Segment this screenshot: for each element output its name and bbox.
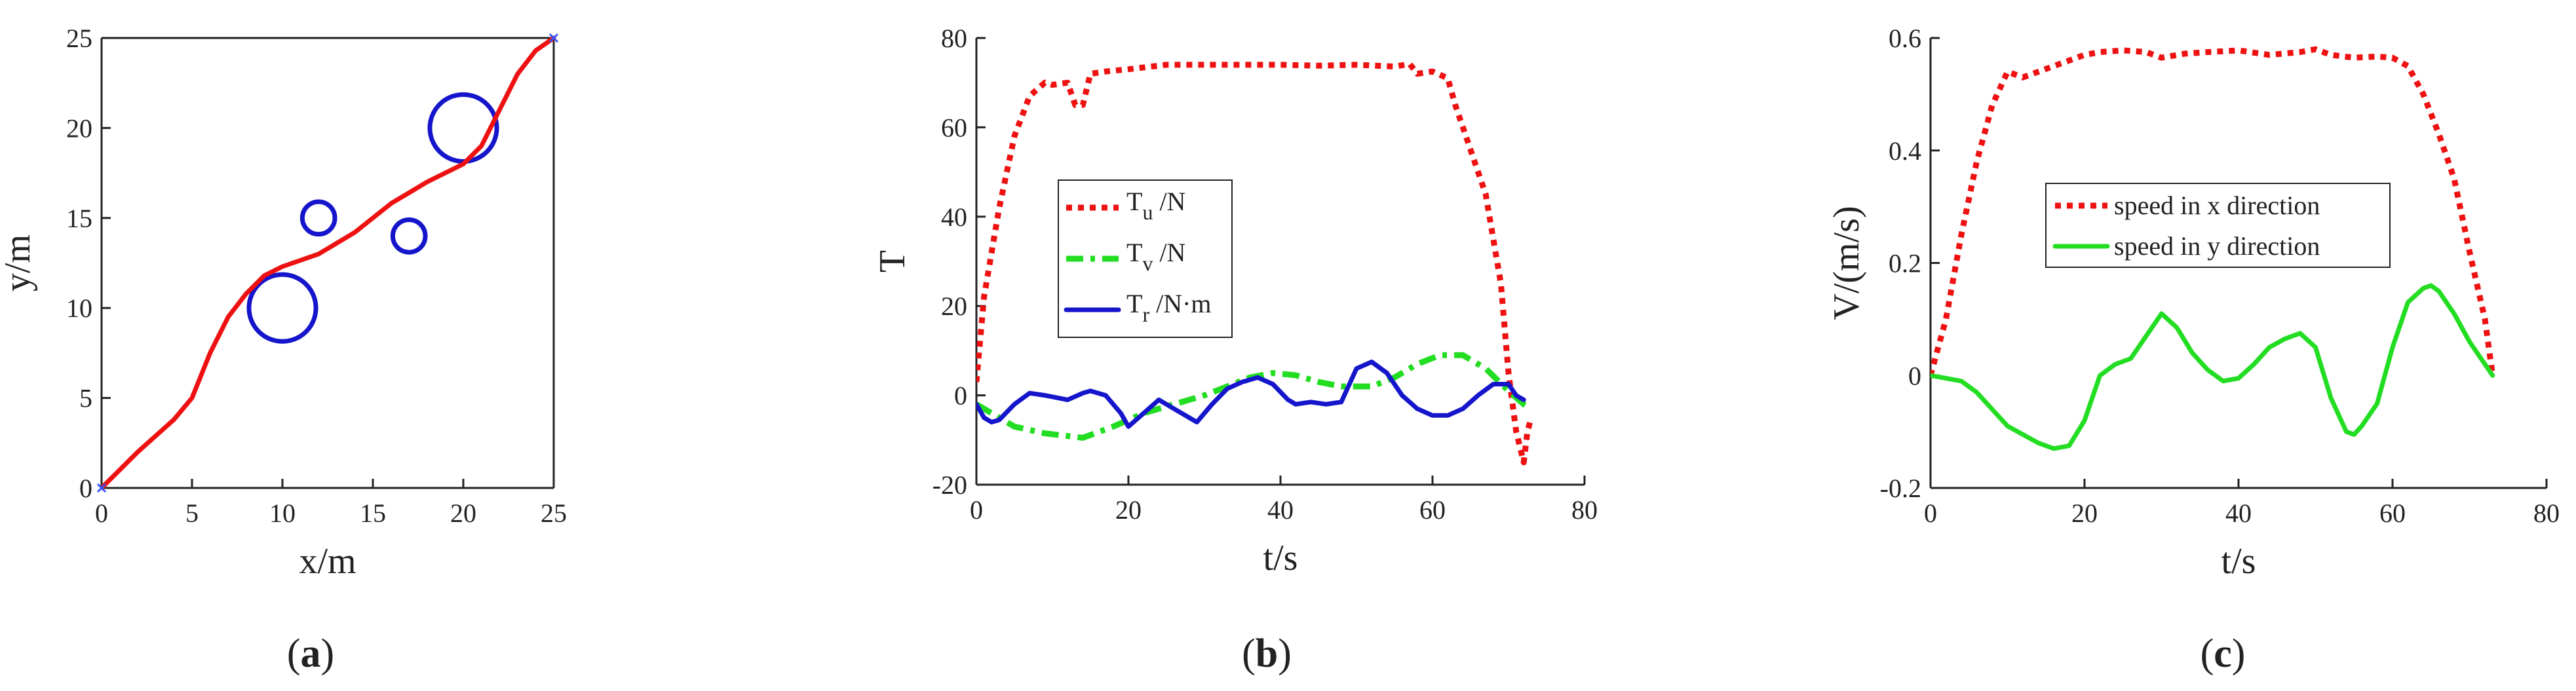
panel-c-y-tick-label: 0.2: [1889, 249, 1921, 278]
obstacle-circle: [390, 217, 428, 255]
panel-b-series-t-r-n-m: [976, 360, 1526, 429]
panel-b-y-tick-label: -20: [932, 470, 967, 500]
panel-c-legend-box: [2045, 183, 2391, 268]
panel-b-x-tick-label: 0: [970, 495, 983, 525]
obstacle-circle: [299, 199, 337, 237]
svg-text:(c): (c): [2201, 631, 2246, 676]
panel-c-y-tick-label: 0.4: [1889, 136, 1921, 166]
panel-a-plot-area: [102, 35, 556, 491]
panel-b-legend-label: Tr /N·m: [1126, 289, 1212, 326]
panel-c-x-tick-label: 40: [2225, 498, 2252, 528]
panel-c-x-tick-label: 0: [1924, 498, 1937, 528]
panel-a-x-tick-label: 20: [450, 498, 476, 528]
panel-a-x-axis-label: x/m: [299, 541, 356, 582]
panel-c-series-speed-in-y-direction: [1931, 283, 2495, 451]
panel-a-x-tick-label: 25: [541, 498, 567, 528]
panel-b-x-tick-label: 20: [1115, 495, 1142, 525]
panel-c-x-axis-label: t/s: [2221, 541, 2256, 582]
panel-a-y-axis-label: y/m: [0, 234, 38, 291]
panel-b-series-t-v-n: [976, 352, 1533, 441]
panel-b-x-tick-label: 40: [1267, 495, 1294, 525]
panel-c-x-tick-label: 60: [2379, 498, 2406, 528]
panel-b-legend-label: Tu /N: [1126, 187, 1185, 224]
obstacle-circle: [427, 92, 499, 164]
panel-a-x-tick-label: 15: [360, 498, 386, 528]
panel-b-x-tick-label: 80: [1571, 495, 1598, 525]
panel-a-y-tick-label: 5: [79, 384, 92, 413]
panel-b-y-tick-label: 40: [941, 202, 967, 232]
panel-a-x-tick-label: 0: [95, 498, 108, 528]
endpoint-marker: [96, 483, 107, 493]
panel-c-legend-label: speed in y direction: [2114, 231, 2320, 261]
obstacle-circle: [246, 272, 318, 344]
panel-a-x-tick-label: 10: [269, 498, 296, 528]
panel-b-series-t-u-n: [976, 61, 1535, 466]
panel-a-y-tick-label: 10: [66, 293, 92, 323]
panel-c-x-tick-label: 80: [2533, 498, 2560, 528]
panel-b-y-axis-label: T: [872, 250, 913, 272]
panel-c-series-speed-in-x-direction: [1931, 46, 2496, 377]
svg-text:(a): (a): [287, 631, 334, 676]
panel-a-caption: (a): [287, 631, 334, 676]
panel-a-series-path: [102, 35, 556, 491]
panel-b-letter: b: [1256, 631, 1278, 676]
panel-c-x-tick-label: 20: [2071, 498, 2098, 528]
panel-c-caption: (c): [2201, 631, 2246, 676]
panel-b-y-tick-label: 60: [941, 113, 967, 142]
panel-a-y-tick-label: 15: [66, 204, 92, 233]
panel-c-y-axis-label: V/(m/s): [1826, 206, 1867, 320]
panel-b-y-tick-label: 20: [941, 291, 967, 321]
panel-a-chart: 0 5 10 15 20 25 0 5 10 15 20 25 x/m y/m: [0, 24, 567, 582]
panel-c-letter: c: [2214, 631, 2232, 676]
panel-c-plot-area: [1931, 46, 2496, 451]
panel-a-x-tick-label: 5: [185, 498, 199, 528]
panel-a-y-tick-label: 0: [79, 474, 92, 503]
panel-c-y-tick-label: 0: [1908, 361, 1921, 390]
panel-c-chart: 0 20 40 60 80-0.200.20.40.6t/sV/(m/s)speed i…: [1826, 24, 2560, 582]
panel-c-y-tick-label: 0.6: [1889, 24, 1921, 53]
panel-a-y-tick-label: 20: [66, 113, 92, 143]
panel-a-letter: a: [301, 631, 321, 676]
panel-c-y-tick-label: -0.2: [1880, 474, 1921, 503]
panel-b-legend-label: Tv /N: [1126, 238, 1185, 275]
panel-c-legend-label: speed in x direction: [2114, 191, 2320, 220]
panel-b-plot-area: [976, 61, 1535, 466]
panel-b-x-axis-label: t/s: [1263, 538, 1298, 578]
svg-text:(b): (b): [1242, 631, 1292, 676]
endpoint-marker: [548, 33, 559, 43]
panel-b-y-tick-label: 0: [954, 381, 967, 411]
panel-b-caption: (b): [1242, 631, 1292, 676]
panel-b-y-tick-label: 80: [941, 24, 967, 53]
panel-a-y-tick-label: 25: [66, 24, 92, 53]
panel-b-x-tick-label: 60: [1419, 495, 1446, 525]
